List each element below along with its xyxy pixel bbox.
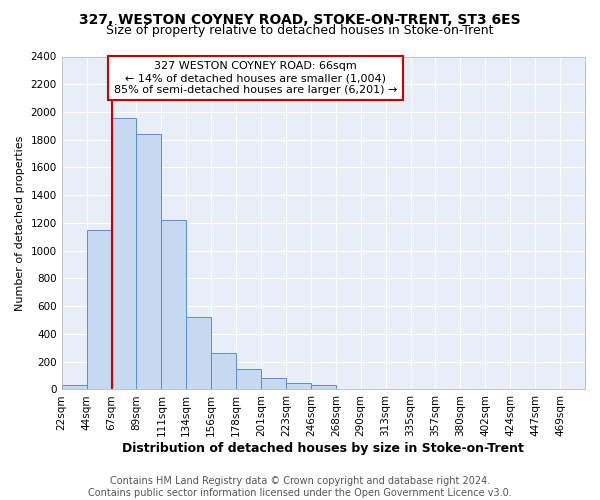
Text: 327, WESTON COYNEY ROAD, STOKE-ON-TRENT, ST3 6ES: 327, WESTON COYNEY ROAD, STOKE-ON-TRENT,…: [79, 12, 521, 26]
Bar: [186, 318, 211, 390]
Text: 327 WESTON COYNEY ROAD: 66sqm
← 14% of detached houses are smaller (1,004)
85% o: 327 WESTON COYNEY ROAD: 66sqm ← 14% of d…: [113, 62, 397, 94]
Bar: [62, 386, 86, 390]
Bar: [161, 220, 186, 390]
X-axis label: Distribution of detached houses by size in Stoke-on-Trent: Distribution of detached houses by size …: [122, 442, 524, 455]
Bar: [86, 230, 112, 390]
Bar: [112, 118, 136, 390]
Bar: [211, 352, 236, 390]
Bar: [236, 368, 261, 390]
Text: Contains HM Land Registry data © Crown copyright and database right 2024.
Contai: Contains HM Land Registry data © Crown c…: [88, 476, 512, 498]
Text: Size of property relative to detached houses in Stoke-on-Trent: Size of property relative to detached ho…: [106, 24, 494, 37]
Bar: [261, 378, 286, 390]
Bar: [286, 382, 311, 390]
Bar: [136, 134, 161, 390]
Bar: [311, 384, 336, 390]
Y-axis label: Number of detached properties: Number of detached properties: [15, 136, 25, 310]
